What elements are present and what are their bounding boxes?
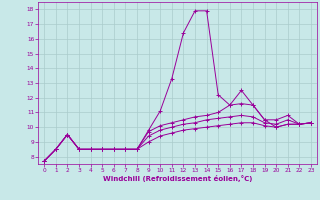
X-axis label: Windchill (Refroidissement éolien,°C): Windchill (Refroidissement éolien,°C): [103, 175, 252, 182]
